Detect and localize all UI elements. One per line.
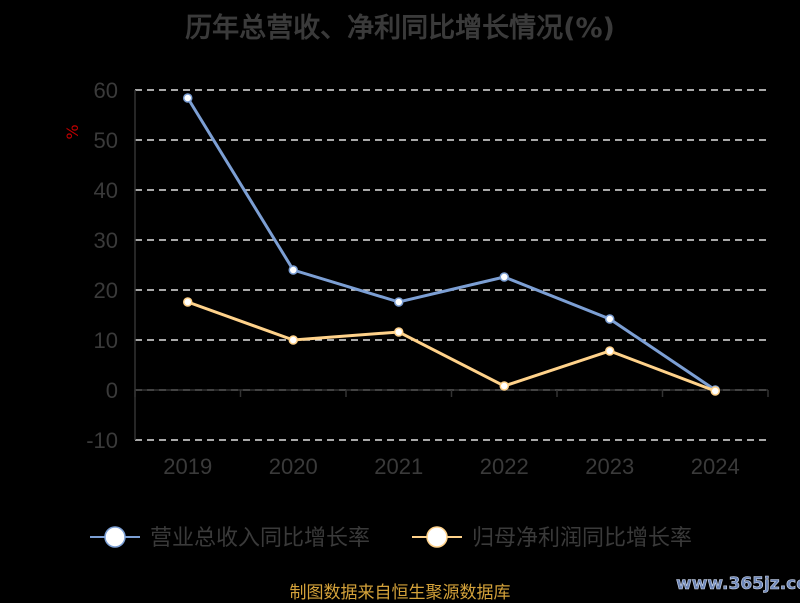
y-tick-label: 30: [94, 228, 118, 253]
y-tick-label: -10: [86, 428, 118, 453]
legend-marker: [426, 526, 448, 548]
legend-label: 营业总收入同比增长率: [150, 526, 370, 551]
data-point: [394, 297, 404, 307]
data-point: [605, 314, 615, 324]
series-line-2: [187, 300, 716, 393]
source-note: 制图数据来自恒生聚源数据库: [289, 583, 511, 603]
x-tick-label: 2024: [691, 454, 740, 479]
x-tick-label: 2023: [585, 454, 634, 479]
chart-title: 历年总营收、净利同比增长情况(%): [185, 13, 615, 44]
data-point: [183, 93, 193, 103]
data-point: [288, 265, 298, 275]
data-point: [183, 297, 193, 307]
x-tick-label: 2019: [163, 454, 212, 479]
x-tick-label: 2022: [480, 454, 529, 479]
series-line-1: [186, 97, 717, 392]
watermark: www.365jz.com: [676, 574, 800, 595]
data-point: [499, 381, 509, 391]
y-tick-label: 10: [94, 328, 118, 353]
x-tick-label: 2021: [374, 454, 423, 479]
y-tick-label: 50: [94, 128, 118, 153]
legend-marker: [104, 526, 126, 548]
y-tick-label: 20: [94, 278, 118, 303]
x-tick-label: 2020: [269, 454, 318, 479]
y-axis-label: %: [63, 124, 82, 139]
data-point: [605, 346, 615, 356]
data-point: [394, 327, 404, 337]
y-tick-label: 0: [106, 378, 118, 403]
data-point: [710, 386, 720, 396]
legend-label: 归母净利润同比增长率: [472, 526, 692, 551]
data-point: [499, 272, 509, 282]
y-tick-label: 60: [94, 78, 118, 103]
data-point: [288, 335, 298, 345]
y-tick-label: 40: [94, 178, 118, 203]
